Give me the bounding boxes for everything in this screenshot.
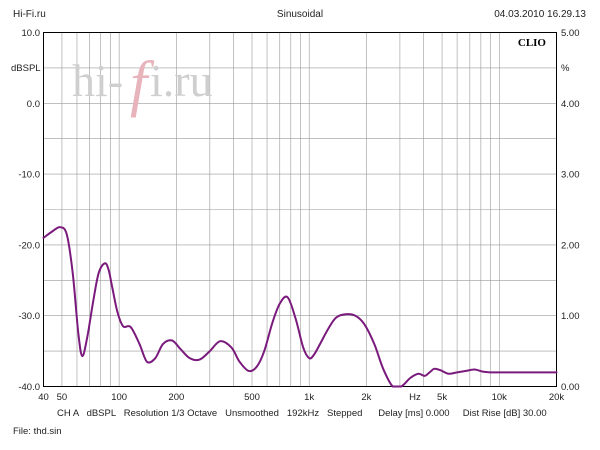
y2-tick-label: 3.00	[561, 170, 580, 181]
y-tick-label: -10.0	[18, 170, 40, 181]
clio-brand: CLIO	[518, 37, 547, 49]
svg-text:hi-: hi-	[72, 55, 123, 106]
x-tick-label: 5k	[437, 392, 447, 403]
y2-tick-label: 4.00	[561, 99, 580, 110]
x-tick-label: 100	[111, 392, 127, 403]
y2-tick-label: 5.00	[561, 28, 580, 39]
y2-axis-label: %	[561, 63, 570, 74]
series-line	[42, 226, 558, 388]
svg-text:i.ru: i.ru	[150, 55, 213, 106]
x-tick-label: 40	[38, 392, 49, 403]
header-timestamp: 04.03.2010 16.29.13	[494, 9, 586, 20]
x-tick-label: 1k	[304, 392, 314, 403]
plot-frame	[43, 32, 557, 387]
y2-tick-label: 0.00	[561, 382, 580, 393]
x-tick-label: 10k	[492, 392, 508, 403]
x-axis-unit-label: Hz	[409, 392, 421, 403]
x-tick-label: 20k	[549, 392, 565, 403]
x-tick-label: 50	[57, 392, 68, 403]
y2-tick-label: 2.00	[561, 240, 580, 251]
y-gridlines	[43, 67, 557, 352]
y-tick-label: -20.0	[18, 240, 40, 251]
x-tick-label: 2k	[361, 392, 371, 403]
x-tick-labels: 40 50 100 200 500 1k 2k 5k 10k 20k Hz	[38, 392, 564, 403]
y2-tick-labels: 5.00 4.00 3.00 2.00 1.00 0.00	[561, 28, 580, 393]
y-tick-label: 10.0	[22, 28, 41, 39]
x-tick-label: 200	[168, 392, 184, 403]
header-app-name: Hi-Fi.ru	[13, 9, 46, 20]
watermark-logo: hi- f i.ru	[72, 50, 213, 118]
chart-title: Sinusoidal	[276, 9, 324, 20]
y-axis-label: dBSPL	[11, 63, 41, 74]
y-tick-label: -30.0	[18, 311, 40, 322]
y2-tick-label: 1.00	[561, 311, 580, 322]
y-tick-label: -40.0	[18, 382, 40, 393]
y-tick-labels: 10.0 0.0 -10.0 -20.0 -30.0 -40.0	[18, 28, 40, 393]
file-name: File: thd.sin	[13, 426, 62, 437]
y-tick-label: 0.0	[27, 99, 40, 110]
x-tick-label: 500	[244, 392, 260, 403]
measurement-params: CH A dBSPL Resolution 1/3 Octave Unsmoot…	[57, 408, 547, 419]
